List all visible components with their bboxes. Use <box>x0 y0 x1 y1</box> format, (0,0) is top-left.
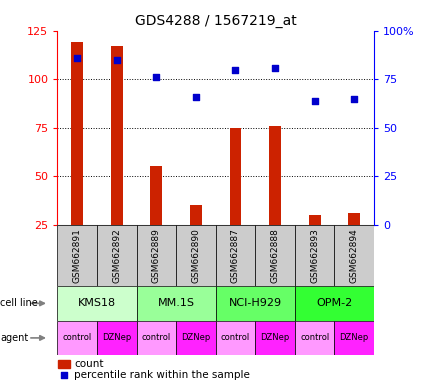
Text: cell line: cell line <box>0 298 38 308</box>
Bar <box>97 225 136 286</box>
Text: percentile rank within the sample: percentile rank within the sample <box>74 370 250 381</box>
Point <box>193 94 199 100</box>
Bar <box>136 321 176 355</box>
Text: count: count <box>74 359 104 369</box>
Text: DZNep: DZNep <box>181 333 210 343</box>
Text: control: control <box>62 333 92 343</box>
Point <box>153 74 160 80</box>
Point <box>272 65 278 71</box>
Text: GSM662893: GSM662893 <box>310 228 319 283</box>
Text: MM.1S: MM.1S <box>158 298 195 308</box>
Text: DZNep: DZNep <box>102 333 131 343</box>
Bar <box>136 225 176 286</box>
Bar <box>215 286 295 321</box>
Bar <box>269 126 281 273</box>
Point <box>232 66 239 73</box>
Title: GDS4288 / 1567219_at: GDS4288 / 1567219_at <box>135 14 297 28</box>
Text: GSM662891: GSM662891 <box>73 228 82 283</box>
Point <box>61 372 68 379</box>
Text: DZNep: DZNep <box>261 333 290 343</box>
Point <box>351 96 357 102</box>
Bar <box>190 205 202 273</box>
Text: KMS18: KMS18 <box>78 298 116 308</box>
Text: GSM662892: GSM662892 <box>112 228 121 283</box>
Bar <box>150 167 162 273</box>
Bar <box>176 321 215 355</box>
Point <box>113 57 120 63</box>
Bar <box>176 225 215 286</box>
Bar <box>334 321 374 355</box>
Text: OPM-2: OPM-2 <box>316 298 353 308</box>
Bar <box>215 225 255 286</box>
Text: GSM662890: GSM662890 <box>191 228 201 283</box>
Bar <box>255 321 295 355</box>
Point <box>74 55 81 61</box>
Bar <box>71 42 83 273</box>
Text: control: control <box>142 333 171 343</box>
Text: DZNep: DZNep <box>340 333 369 343</box>
Text: control: control <box>221 333 250 343</box>
Bar <box>58 359 70 368</box>
Text: GSM662888: GSM662888 <box>271 228 280 283</box>
Bar <box>348 213 360 273</box>
Text: GSM662889: GSM662889 <box>152 228 161 283</box>
Text: agent: agent <box>0 333 28 343</box>
Bar <box>57 321 97 355</box>
Bar <box>295 225 334 286</box>
Bar <box>136 286 215 321</box>
Point <box>311 98 318 104</box>
Bar <box>295 321 334 355</box>
Text: control: control <box>300 333 329 343</box>
Bar <box>57 286 136 321</box>
Bar <box>57 225 97 286</box>
Text: GSM662894: GSM662894 <box>350 228 359 283</box>
Bar <box>215 321 255 355</box>
Text: NCI-H929: NCI-H929 <box>229 298 282 308</box>
Text: GSM662887: GSM662887 <box>231 228 240 283</box>
Bar <box>334 225 374 286</box>
Bar <box>295 286 374 321</box>
Bar <box>111 46 123 273</box>
Bar <box>309 215 320 273</box>
Bar <box>255 225 295 286</box>
Bar <box>97 321 136 355</box>
Bar <box>230 128 241 273</box>
